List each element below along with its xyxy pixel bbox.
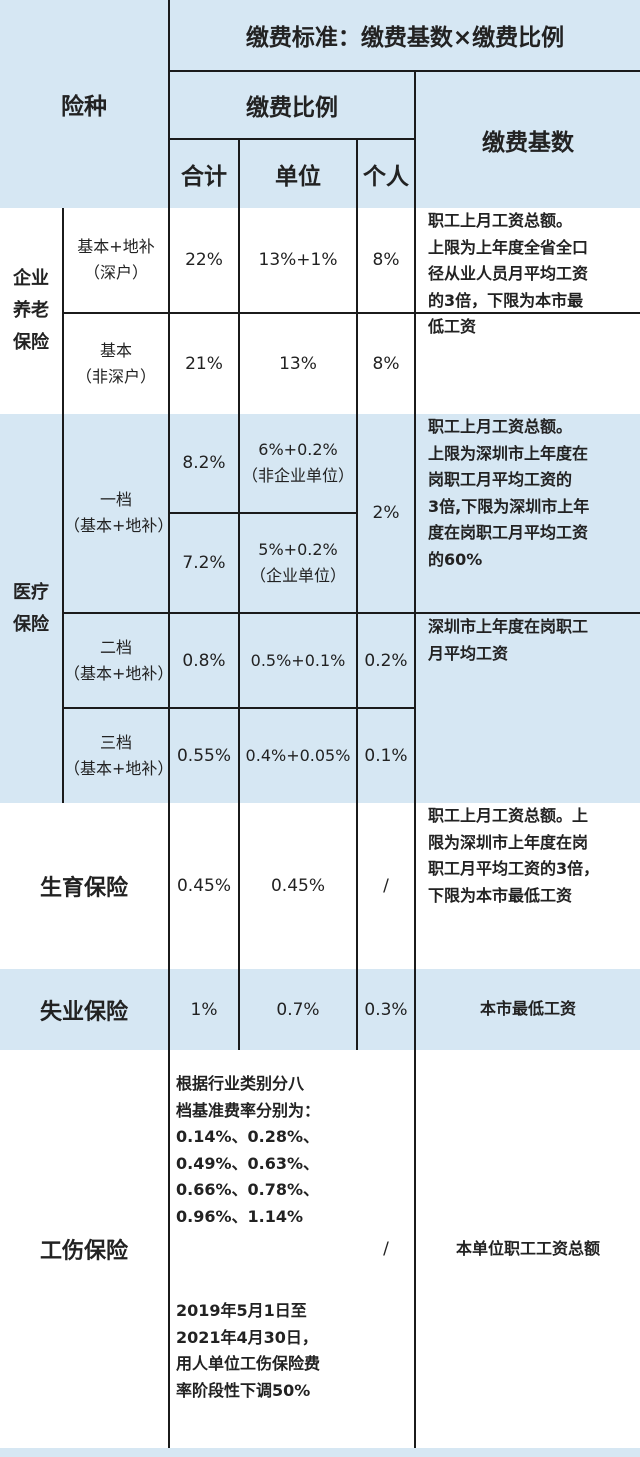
medical-tier2-sub: 二档 （基本+地补） xyxy=(64,637,174,683)
medical-tier1-base: 职工上月工资总额。 上限为深圳市上年度在 岗职工月平均工资的 3倍,下限为深圳市上年度… xyxy=(428,417,590,569)
header-employer: 单位 xyxy=(275,164,321,190)
injury-note: 2019年5月1日至 2021年4月30日， 用人单位工伤保险费 率阶段性下调50% xyxy=(176,1301,321,1400)
pension-base: 职工上月工资总额。 上限为上年度全省全口 径从业人员月平均工资 的3倍，下限为本市最低… xyxy=(428,211,589,336)
divider-col-individual xyxy=(414,72,416,1448)
divider-medical-tier1 xyxy=(62,612,640,614)
medical-name: 医疗 保险 xyxy=(13,581,49,635)
unemployment-band xyxy=(0,969,640,1050)
unemployment-base: 本市最低工资 xyxy=(479,999,576,1019)
maternity-total: 0.45% xyxy=(176,876,231,896)
unemployment-name: 失业保险 xyxy=(39,999,128,1025)
header-formula: 缴费标准：缴费基数×缴费比例 xyxy=(245,25,565,51)
divider-header-top xyxy=(168,70,640,72)
medical-tier1-noncorp-total: 8.2% xyxy=(182,453,226,473)
medical-tier3-individual: 0.1% xyxy=(364,746,408,766)
divider-col-total xyxy=(238,140,240,1050)
maternity-individual: / xyxy=(383,876,389,896)
header-individual: 个人 xyxy=(363,164,409,190)
divider-col-name xyxy=(168,0,170,1448)
unemployment-total: 1% xyxy=(190,999,218,1020)
pension-sub-nonlocal: 基本 （非深户） xyxy=(75,341,156,386)
header-insurance-type: 险种 xyxy=(61,94,107,120)
unemployment-employer: 0.7% xyxy=(276,999,320,1020)
pension-nonlocal-employer: 13% xyxy=(279,354,317,374)
medical-band xyxy=(0,414,640,803)
medical-tier2-individual: 0.2% xyxy=(364,650,408,671)
medical-tier3-sub: 三档 （基本+地补） xyxy=(64,733,174,778)
pension-name: 企业 养老 保险 xyxy=(13,268,49,353)
medical-tier2-employer: 0.5%+0.1% xyxy=(250,650,346,670)
header-ratio: 缴费比例 xyxy=(246,95,338,121)
divider-header-ratio xyxy=(168,138,416,140)
pension-local-employer: 13%+1% xyxy=(258,250,338,270)
pension-nonlocal-individual: 8% xyxy=(372,354,400,374)
medical-tier1-sub: 一档 （基本+地补） xyxy=(64,490,174,535)
pension-sub-local: 基本+地补 （深户） xyxy=(77,237,155,282)
maternity-name: 生育保险 xyxy=(39,876,128,901)
maternity-employer: 0.45% xyxy=(270,876,325,896)
injury-individual: / xyxy=(383,1239,389,1259)
header-total: 合计 xyxy=(181,164,227,190)
pension-local-individual: 8% xyxy=(372,250,400,270)
pension-nonlocal-total: 21% xyxy=(185,354,223,374)
divider-col-employer xyxy=(356,140,358,1050)
bottom-strip xyxy=(0,1448,640,1457)
medical-tier3-total: 0.55% xyxy=(176,746,231,766)
medical-tier1-noncorp-employer: 6%+0.2% （非企业单位） xyxy=(241,440,354,485)
divider-col-subtype xyxy=(62,208,64,803)
injury-base: 本单位职工工资总额 xyxy=(455,1238,600,1258)
divider-medical-tier1-rows xyxy=(168,512,356,514)
maternity-base: 职工上月工资总额。上 限为深圳市上年度在岗 职工月平均工资的3倍， 下限为本市最低工资 xyxy=(428,806,600,905)
injury-rates: 根据行业类别分八 档基准费率分别为： 0.14%、0.28%、 0.49%、0.63%… xyxy=(176,1074,321,1226)
medical-tier2-total: 0.8% xyxy=(182,650,226,671)
medical-tier1-individual: 2% xyxy=(372,503,400,523)
header-base: 缴费基数 xyxy=(482,130,574,156)
divider-medical-tier2 xyxy=(62,707,416,709)
medical-tier1-corp-total: 7.2% xyxy=(182,553,226,573)
pension-local-total: 22% xyxy=(185,250,223,270)
injury-name: 工伤保险 xyxy=(39,1239,128,1264)
medical-tier23-base: 深圳市上年度在岗职工 月平均工资 xyxy=(428,617,589,663)
divider-pension-rows xyxy=(62,312,640,314)
header-band xyxy=(0,0,640,208)
unemployment-individual: 0.3% xyxy=(364,999,408,1020)
medical-tier1-corp-employer: 5%+0.2% （企业单位） xyxy=(249,540,346,585)
medical-tier3-employer: 0.4%+0.05% xyxy=(245,746,351,765)
